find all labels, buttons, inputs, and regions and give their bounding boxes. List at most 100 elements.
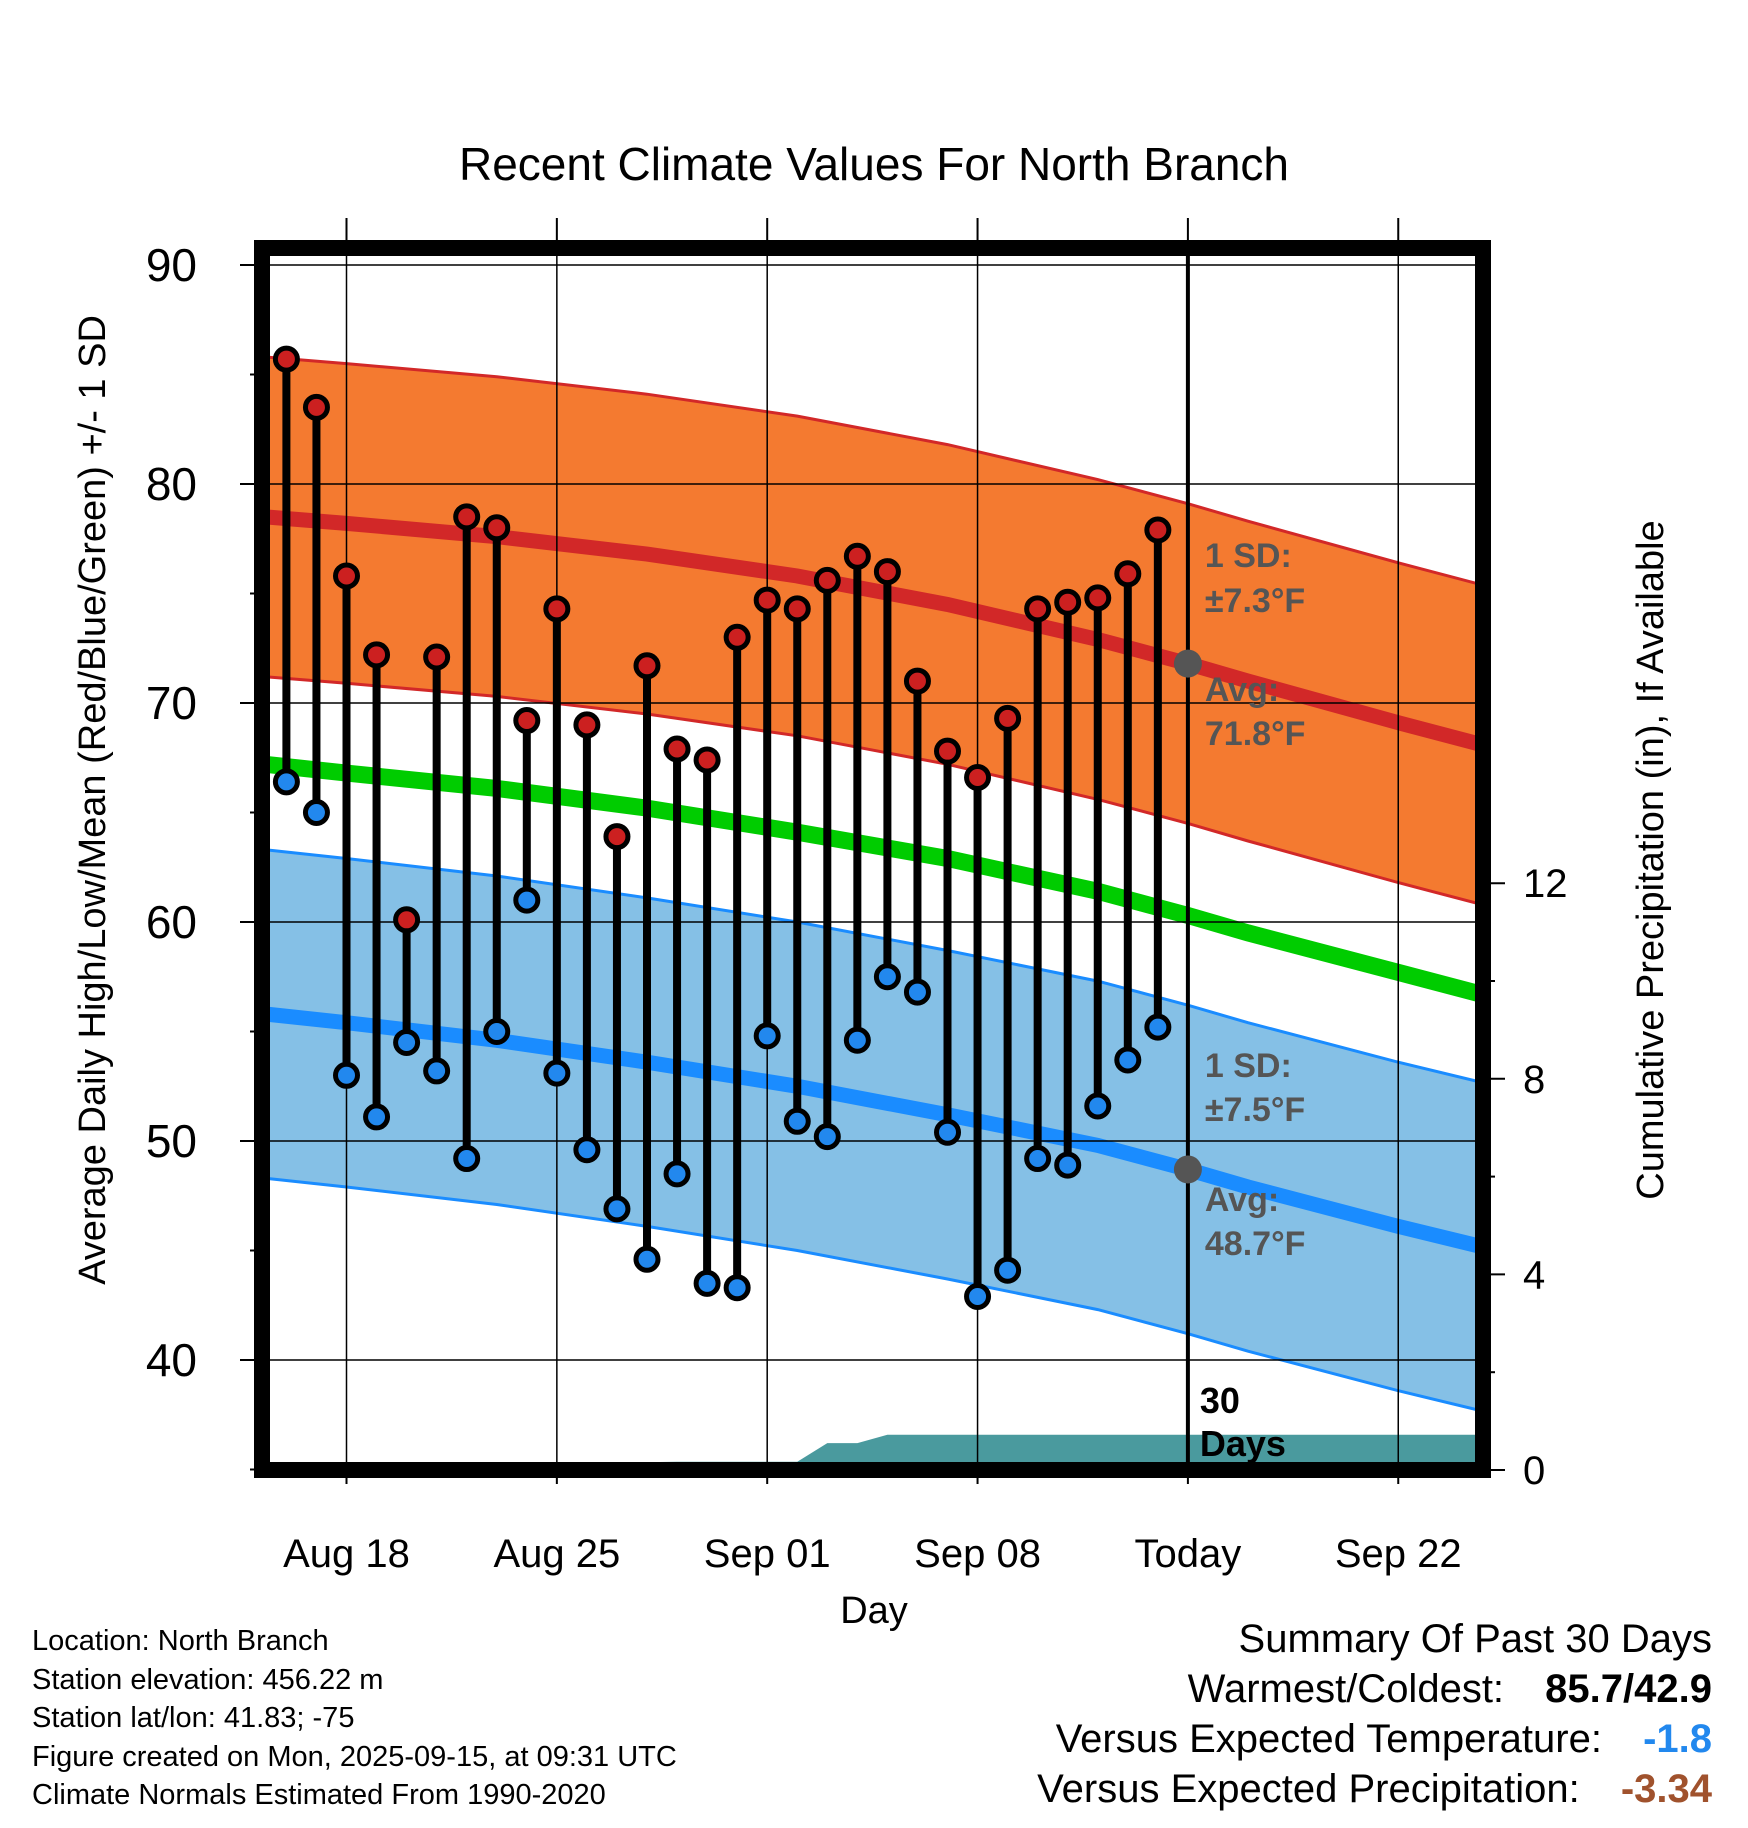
created-text: Figure created on Mon, 2025-09-15, at 09… [32, 1740, 677, 1773]
observed-high-point [423, 643, 451, 671]
summary-panel: Summary Of Past 30 Days Warmest/Coldest:… [1037, 1614, 1712, 1814]
normal-high-line [264, 509, 1483, 753]
observed-high-point [543, 595, 571, 623]
observed-low-point [333, 1061, 360, 1089]
low-sd-note: 1 SD: [1205, 1047, 1292, 1085]
extremes-value: 85.7/42.9 [1545, 1667, 1712, 1711]
observed-low-point [723, 1274, 751, 1302]
observed-high-point [363, 641, 391, 669]
observed-low-point [573, 1136, 601, 1164]
high-sd-value: ±7.3°F [1205, 582, 1305, 620]
observed-low-point [423, 1057, 451, 1085]
observed-high-point [272, 345, 300, 373]
x-tick-label: Aug 25 [493, 1532, 620, 1576]
observed-low-point [1084, 1092, 1112, 1120]
observed-low-point [813, 1123, 841, 1151]
summary-precip-row: Versus Expected Precipitation: -3.34 [1037, 1764, 1712, 1814]
observed-low-point [873, 963, 901, 991]
chart-title: Recent Climate Values For North Branch [459, 138, 1289, 190]
high-avg-note: Avg: [1205, 671, 1279, 709]
axes: Aug 18 Aug 25 Sep 01 Sep 08 Today Sep 2240506… [146, 218, 1568, 1576]
observed-high-point [603, 823, 631, 851]
temp-value: -1.8 [1643, 1717, 1712, 1761]
today-days-label-number: 30 [1200, 1380, 1240, 1421]
high-sd-note: 1 SD: [1205, 537, 1292, 575]
observed-high-point [453, 503, 481, 531]
precip-value: -3.34 [1620, 1767, 1712, 1811]
normals-text: Climate Normals Estimated From 1990-2020 [32, 1779, 606, 1811]
station-info: Location: North Branch Station elevation… [32, 1622, 677, 1815]
low-sd-lower-edge [265, 1176, 1483, 1413]
observed-high-point [1024, 595, 1052, 623]
summary-extremes-row: Warmest/Coldest: 85.7/42.9 [1037, 1664, 1712, 1714]
observed-high-point [903, 667, 931, 695]
observed-low-point [843, 1026, 871, 1054]
today-low-avg-marker [1173, 1155, 1202, 1184]
temp-label: Versus Expected Temperature: [1055, 1717, 1602, 1761]
observed-high-point [663, 735, 691, 763]
observed-high-point [783, 595, 811, 623]
y2-tick-label: 8 [1523, 1058, 1545, 1102]
observed-high-point [1084, 584, 1112, 612]
y2-tick-label: 4 [1523, 1253, 1545, 1297]
y-tick-label: 50 [146, 1115, 197, 1167]
observed-high-point [1114, 560, 1142, 588]
observed-high-point [302, 393, 330, 421]
observed-low-point [903, 978, 931, 1006]
observed-low-point [302, 799, 330, 826]
y2-tick-label: 12 [1523, 862, 1568, 906]
observed-high-point [333, 562, 360, 590]
y-tick-label: 90 [146, 239, 197, 291]
cumulative-precip-area [262, 1434, 1483, 1470]
x-tick-label: Aug 18 [283, 1532, 410, 1576]
high-sd-band [265, 357, 1483, 905]
latlon-text: Station lat/lon: 41.83; -75 [32, 1702, 355, 1734]
x-axis-label: Day [840, 1590, 908, 1632]
y-tick-label: 70 [146, 677, 197, 729]
x-tick-label: Sep 08 [914, 1532, 1041, 1576]
plot-area: 1 SD: ±7.3°F Avg: 71.8°F 1 SD: ±7.5°F Avg: 48.7… [262, 248, 1483, 1470]
today-days-label-word: Days [1200, 1423, 1286, 1464]
observed-low-point [603, 1195, 631, 1223]
observed-high-point [813, 566, 841, 594]
observed-high-point [483, 514, 511, 542]
high-avg-value: 71.8°F [1205, 715, 1306, 753]
observed-low-point [272, 768, 300, 796]
observed-high-point [693, 746, 721, 774]
observed-low-point [1024, 1145, 1052, 1173]
observed-series [272, 345, 1172, 1310]
plot-frame [254, 240, 1491, 1478]
y-tick-label: 80 [146, 458, 197, 510]
observed-high-point [994, 704, 1022, 732]
precip-label: Versus Expected Precipitation: [1037, 1767, 1580, 1811]
x-tick-label: Today [1135, 1532, 1242, 1576]
observed-high-point [393, 906, 421, 934]
observed-high-point [633, 652, 661, 680]
summary-heading: Summary Of Past 30 Days [1238, 1617, 1712, 1661]
observed-high-point [843, 542, 871, 570]
today-high-avg-marker [1173, 649, 1202, 678]
observed-low-point [453, 1145, 481, 1173]
observed-high-point [964, 763, 992, 791]
y-axis-label: Average Daily High/Low/Mean (Red/Blue/Gr… [72, 315, 114, 1285]
observed-low-point [934, 1118, 961, 1146]
observed-low-point [994, 1256, 1022, 1284]
low-sd-band [265, 849, 1483, 1412]
observed-low-point [543, 1059, 571, 1087]
low-sd-value: ±7.5°F [1205, 1091, 1305, 1129]
observed-low-point [964, 1282, 992, 1310]
y-tick-label: 60 [146, 896, 197, 948]
observed-low-point [783, 1107, 811, 1135]
observed-low-point [633, 1245, 661, 1273]
observed-high-point [1054, 588, 1082, 616]
summary-temp-row: Versus Expected Temperature: -1.8 [1037, 1714, 1712, 1764]
observed-low-point [363, 1103, 391, 1131]
x-tick-label: Sep 01 [704, 1532, 831, 1576]
observed-high-point [1144, 516, 1172, 544]
observed-low-point [513, 886, 541, 914]
observed-high-point [873, 558, 901, 586]
observed-low-point [393, 1028, 421, 1056]
observed-high-point [573, 711, 601, 739]
x-tick-label: Sep 22 [1335, 1532, 1462, 1576]
location-text: Location: North Branch [32, 1625, 329, 1657]
